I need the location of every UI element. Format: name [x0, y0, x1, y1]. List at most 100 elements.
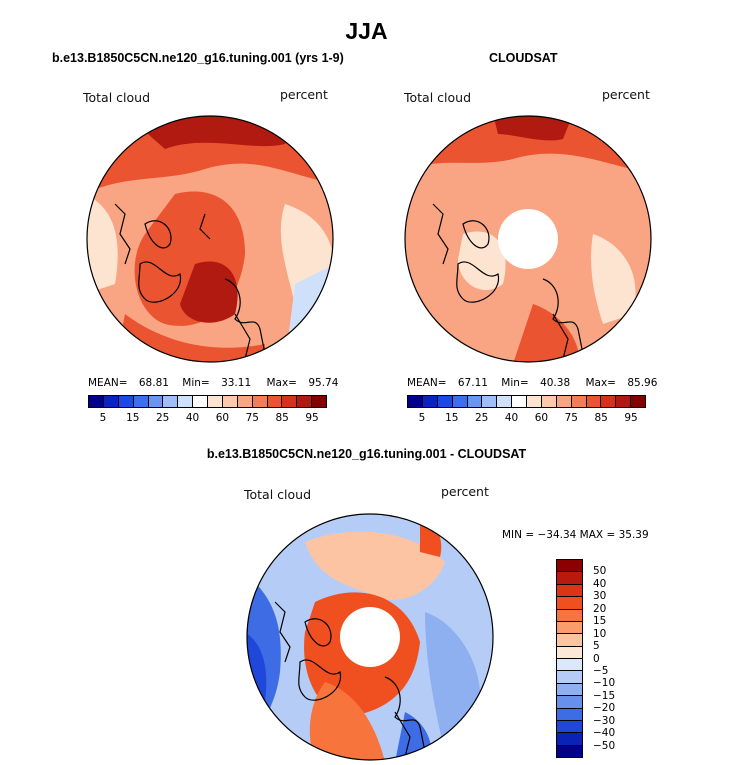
main-title: JJA [345, 18, 388, 44]
colorbar-swatch [497, 396, 513, 407]
colorbar-tick-label: −15 [593, 689, 616, 702]
model-max-label: Max= [266, 377, 297, 389]
colorbar-swatch [237, 396, 253, 407]
colorbar-tick-label: 60 [534, 412, 549, 424]
colorbar-tick-label: −10 [593, 677, 616, 690]
colorbar-tick-label: 25 [156, 412, 170, 424]
colorbar-tick-label: 5 [99, 412, 107, 424]
colorbar-swatch [178, 396, 194, 407]
obs-mean-value: 67.11 [457, 377, 488, 389]
colorbar-swatch [557, 634, 582, 647]
colorbar-tick-label: 75 [564, 412, 578, 424]
colorbar-swatch [312, 396, 326, 407]
colorbar-swatch [208, 396, 223, 407]
obs-max-label: Max= [585, 377, 616, 389]
obs-colorbar [407, 395, 646, 408]
colorbar-swatch [557, 621, 582, 635]
colorbar-tick-label: 15 [126, 412, 140, 424]
colorbar-swatch [557, 708, 582, 721]
colorbar-tick-label: 0 [593, 652, 600, 665]
colorbar-swatch [541, 396, 557, 407]
colorbar-swatch [557, 733, 582, 746]
colorbar-tick-label: 40 [504, 412, 519, 424]
diff-colorbar-ticks: 50 40 30 20 15 10 5 0 −5 −10 −15 −20 −30 −40 −50 [593, 559, 633, 758]
model-mean-label: MEAN= [88, 377, 128, 389]
colorbar-tick-label: 5 [418, 412, 426, 424]
colorbar-swatch [267, 396, 283, 407]
diff-polar-map [246, 513, 494, 761]
colorbar-swatch [616, 396, 632, 407]
colorbar-tick-label: 20 [593, 602, 607, 615]
colorbar-tick-label: −40 [593, 727, 616, 740]
obs-units-label: percent [602, 87, 650, 102]
diff-panel-title: b.e13.B1850C5CN.ne120_g16.tuning.001 - C… [206, 447, 527, 461]
colorbar-swatch [557, 560, 582, 573]
colorbar-tick-label: 95 [624, 412, 638, 424]
model-polar-map [86, 115, 334, 363]
colorbar-swatch [282, 396, 298, 407]
colorbar-tick-label: 85 [594, 412, 608, 424]
colorbar-tick-label: −50 [593, 739, 616, 752]
colorbar-tick-label: −30 [593, 714, 616, 727]
colorbar-tick-label: 95 [305, 412, 319, 424]
colorbar-swatch [252, 396, 268, 407]
colorbar-tick-label: 15 [593, 615, 607, 628]
colorbar-swatch [222, 396, 238, 407]
model-max-value: 95.74 [308, 377, 339, 389]
colorbar-swatch [557, 671, 582, 684]
colorbar-swatch [297, 396, 313, 407]
colorbar-swatch [193, 396, 208, 407]
colorbar-swatch [557, 683, 582, 697]
model-colorbar-ticks: 5 15 25 40 60 75 85 95 [88, 412, 327, 426]
colorbar-tick-label: 50 [593, 565, 607, 578]
model-field-label: Total cloud [83, 90, 151, 105]
obs-mean-label: MEAN= [407, 377, 447, 389]
colorbar-tick-label: 60 [215, 412, 230, 424]
colorbar-swatch [103, 396, 119, 407]
model-min-value: 33.11 [221, 377, 252, 389]
colorbar-tick-label: 75 [245, 412, 259, 424]
colorbar-swatch [601, 396, 617, 407]
colorbar-swatch [527, 396, 542, 407]
colorbar-swatch [571, 396, 587, 407]
colorbar-swatch [586, 396, 602, 407]
colorbar-swatch [631, 396, 645, 407]
model-stats: MEAN= 68.81 Min= 33.11 Max= 95.74 [88, 377, 338, 389]
colorbar-swatch [148, 396, 164, 407]
diff-units-label: percent [441, 484, 489, 499]
model-colorbar [88, 395, 327, 408]
colorbar-tick-label: 15 [445, 412, 459, 424]
colorbar-swatch [557, 584, 582, 598]
model-min-label: Min= [182, 377, 210, 389]
model-panel-title: b.e13.B1850C5CN.ne120_g16.tuning.001 (yr… [52, 51, 344, 65]
colorbar-swatch [556, 396, 572, 407]
colorbar-tick-label: 40 [185, 412, 200, 424]
colorbar-swatch [437, 396, 453, 407]
obs-min-value: 40.38 [540, 377, 571, 389]
colorbar-swatch [467, 396, 483, 407]
obs-stats: MEAN= 67.11 Min= 40.38 Max= 85.96 [407, 377, 657, 389]
colorbar-swatch [557, 572, 582, 585]
colorbar-swatch [118, 396, 134, 407]
colorbar-swatch [512, 396, 527, 407]
obs-colorbar-ticks: 5 15 25 40 60 75 85 95 [407, 412, 646, 426]
diff-minmax: MIN = −34.34 MAX = 35.39 [502, 529, 649, 541]
colorbar-tick-label: 85 [275, 412, 289, 424]
model-units-label: percent [280, 87, 328, 102]
colorbar-tick-label: −20 [593, 702, 616, 715]
colorbar-swatch [557, 745, 582, 757]
obs-max-value: 85.96 [627, 377, 658, 389]
colorbar-tick-label: 25 [475, 412, 489, 424]
obs-polar-map [404, 115, 652, 363]
colorbar-swatch [557, 646, 582, 659]
colorbar-swatch [452, 396, 468, 407]
colorbar-swatch [557, 597, 582, 610]
colorbar-swatch [408, 396, 423, 407]
diff-field-label: Total cloud [244, 487, 312, 502]
colorbar-swatch [133, 396, 149, 407]
diff-colorbar [556, 559, 583, 758]
colorbar-swatch [557, 659, 582, 672]
colorbar-swatch [163, 396, 179, 407]
colorbar-tick-label: 40 [593, 577, 607, 590]
obs-min-label: Min= [501, 377, 529, 389]
